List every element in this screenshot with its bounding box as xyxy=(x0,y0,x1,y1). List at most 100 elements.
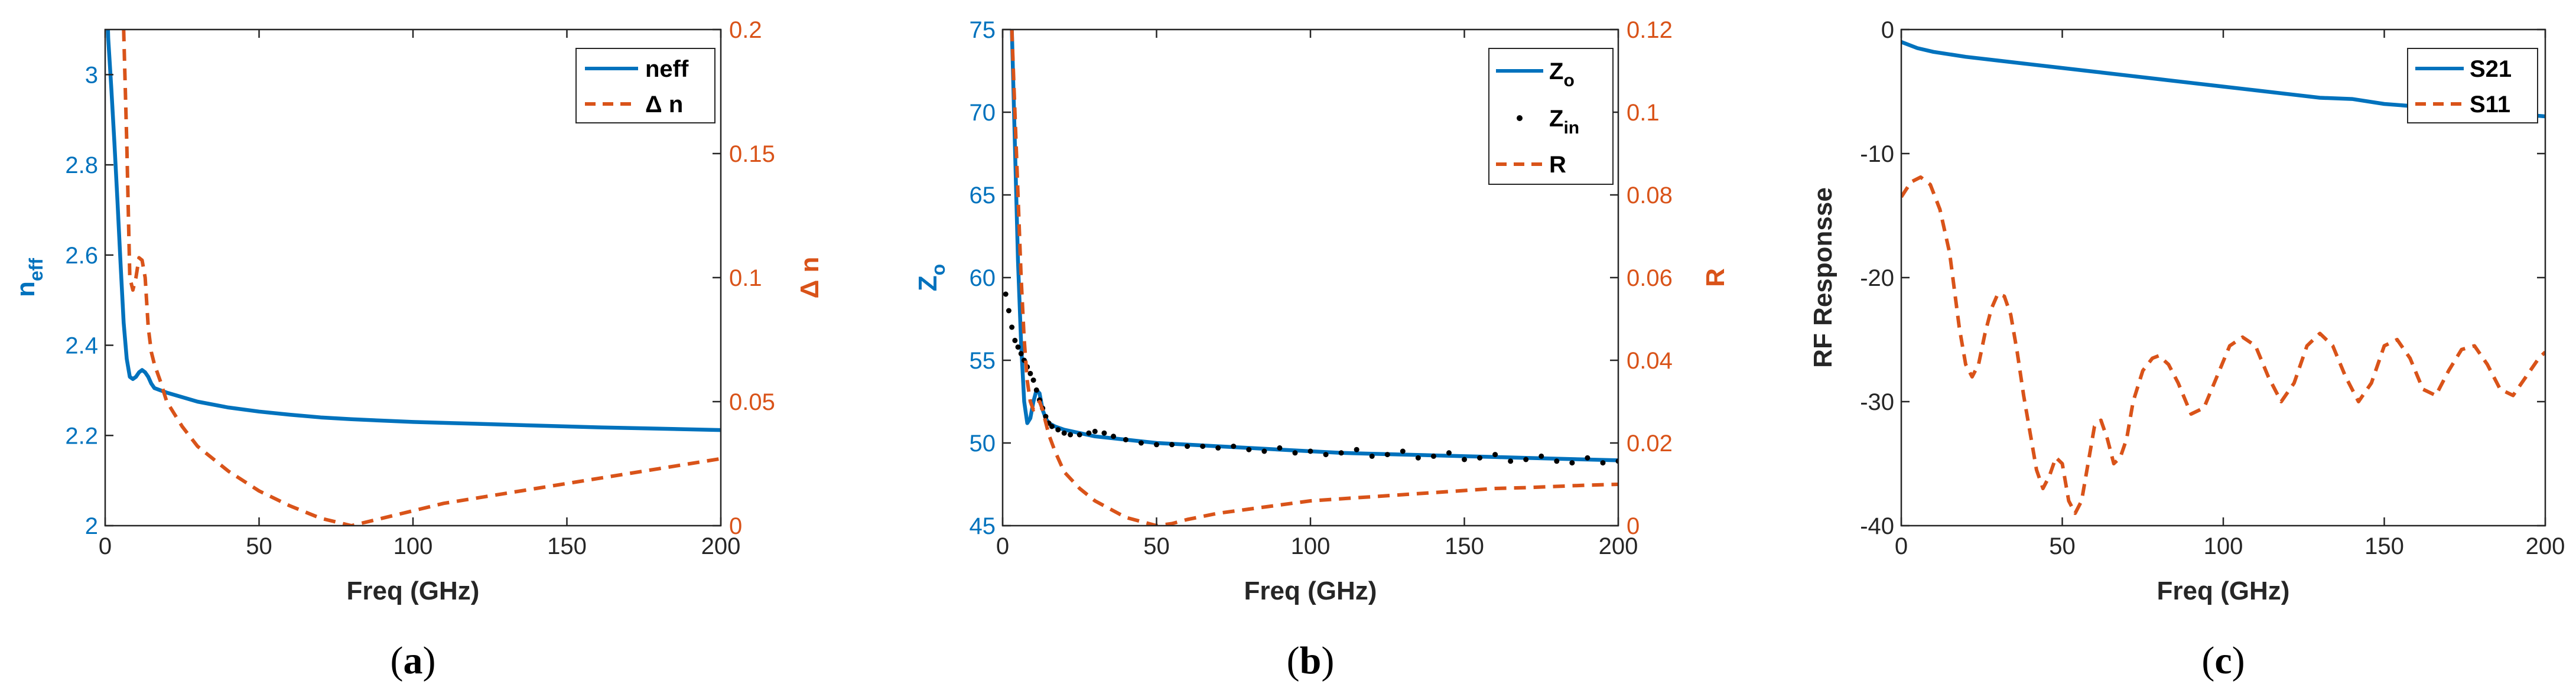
panel-b-series-2-point xyxy=(1477,455,1483,461)
panel-b-ytick-right-label: 0.08 xyxy=(1627,183,1673,208)
panel-b-ylabel-right: R xyxy=(1701,268,1730,287)
panel-b-caption: (b) xyxy=(1287,639,1335,682)
panel-b-caption-close: ) xyxy=(1321,639,1334,682)
panel-b-series-2-point xyxy=(1292,450,1298,456)
panel-c-legend: S21 S11 xyxy=(2407,48,2538,123)
panel-b-series-2-point xyxy=(1043,413,1049,419)
panel-a-ytick-left-label: 2.2 xyxy=(65,423,98,449)
panel-a-legend-label-1: neff xyxy=(645,56,689,82)
panel-b-series-2-point xyxy=(1076,432,1082,438)
panel-a-plot-area xyxy=(106,30,721,526)
panel-a-legend-label-2: Δ n xyxy=(645,92,683,118)
panel-b-ytick-left-label: 75 xyxy=(970,17,996,43)
panel-b-series-2-point xyxy=(1049,423,1055,429)
panel-b-legend-label-1: Zo xyxy=(1549,58,1575,90)
panel-b-series-2-point xyxy=(1307,448,1313,454)
panel-b-legend-box xyxy=(1488,48,1614,185)
panel-b-series-2-point xyxy=(1261,448,1267,454)
panel-b-xlabel: Freq (GHz) xyxy=(1244,576,1377,605)
panel-b-series-3-line xyxy=(1010,30,1618,526)
panel-b-ytick-right-label: 0.12 xyxy=(1627,17,1673,43)
panel-c-axes-box xyxy=(1900,28,2546,527)
panel-b-xtick-label: 150 xyxy=(1445,533,1484,559)
panel-a-legend-box xyxy=(575,48,715,123)
panel-b-ytick-left-label: 50 xyxy=(970,431,996,457)
panel-b-xtick-label: 0 xyxy=(996,533,1009,559)
panel-b-series-2-point xyxy=(1554,458,1560,464)
panel-b-series-1-line xyxy=(1010,30,1618,462)
panel-a-caption-open: ( xyxy=(391,639,404,682)
panel-a-series-2-line xyxy=(122,30,721,526)
panel-c-legend-box xyxy=(2407,48,2538,123)
panel-b-series-2-point xyxy=(1430,453,1436,459)
panel-a-ytick-right-label: 0.05 xyxy=(729,389,775,415)
panel-c-caption-open: ( xyxy=(2201,639,2214,682)
panel-c-legend-label-2: S11 xyxy=(2470,92,2510,118)
panel-b-series-2-point xyxy=(1369,453,1375,459)
panel-a-xtick-label: 100 xyxy=(393,533,433,559)
panel-b-ytick-right-label: 0.02 xyxy=(1627,431,1673,457)
panel-b-series-2-point xyxy=(1138,440,1144,446)
panel-a-axes-box xyxy=(104,28,722,527)
panel-c-xtick-label: 200 xyxy=(2526,533,2565,559)
panel-b-series-2-point xyxy=(1569,460,1575,466)
panel-b-xtick-label: 50 xyxy=(1143,533,1170,559)
panel-b-series-2-point xyxy=(1231,444,1237,449)
panel-b-legend-label-1-main: Z xyxy=(1549,58,1563,84)
panel-b-ticks: 0 50 100 150 200 45 50 55 60 65 70 75 0 0.02 0.04 0.06 0… xyxy=(970,17,1673,559)
panel-b-ytick-left-label: 70 xyxy=(970,100,996,126)
panel-b-series-2-point xyxy=(1006,308,1011,314)
panel-b-series-2-point xyxy=(1492,452,1498,458)
panel-b-series-2-point xyxy=(1585,455,1591,461)
panel-b-legend: Zo Zin R xyxy=(1488,48,1614,185)
panel-b-series-2-point xyxy=(1523,457,1529,462)
panel-b-ytick-right-label: 0.04 xyxy=(1627,348,1673,374)
panel-a-ytick-right-label: 0.15 xyxy=(729,141,775,167)
panel-b-series-2-point xyxy=(1462,457,1467,462)
panel-b: 0 50 100 150 200 45 50 55 60 65 70 75 0 0.02 0.04 0.06 0… xyxy=(913,17,1730,682)
panel-b-ytick-left-label: 65 xyxy=(970,183,996,208)
panel-a: 0 50 100 150 200 2 2.2 2.4 2.6 2.8 3 0 0.05 0.1 0.15 0.… xyxy=(11,17,824,682)
panel-b-series-2-point xyxy=(1185,444,1191,449)
panel-b-plot-area xyxy=(1003,30,1618,526)
panel-b-series-2-point xyxy=(1338,450,1344,456)
panel-c-ticks: 0 50 100 150 200 -40 -30 -20 -10 0 xyxy=(1860,17,2565,559)
panel-b-caption-letter: b xyxy=(1300,639,1322,682)
panel-b-series-2-point xyxy=(1003,291,1009,297)
panel-b-legend-swatch-2 xyxy=(1517,115,1523,121)
panel-b-series-2-point xyxy=(1027,370,1033,376)
panel-a-ytick-left-label: 2 xyxy=(85,513,98,539)
panel-a-ytick-right-label: 0.1 xyxy=(729,265,762,291)
panel-b-series-2-point xyxy=(1277,445,1283,451)
panel-c: 0 50 100 150 200 -40 -30 -20 -10 0 RF Responsse F… xyxy=(1809,17,2565,682)
panel-b-caption-open: ( xyxy=(1287,639,1300,682)
panel-b-series-2-point xyxy=(1055,427,1061,433)
panel-b-series-2-point xyxy=(1539,453,1544,459)
panel-b-xtick-label: 200 xyxy=(1599,533,1638,559)
panel-b-legend-label-3: R xyxy=(1549,152,1566,178)
panel-b-series-2-point xyxy=(1508,458,1514,464)
panel-b-series-2-point xyxy=(1123,436,1128,442)
panel-a-ylabel-right: Δ n xyxy=(795,257,824,299)
panel-b-series-2-point xyxy=(1033,387,1039,393)
panel-c-ytick-left-label: 0 xyxy=(1881,17,1894,43)
panel-a-xtick-label: 0 xyxy=(99,533,112,559)
panel-b-ylabel-left-sub: o xyxy=(928,264,949,276)
panel-c-xtick-label: 150 xyxy=(2364,533,2404,559)
panel-a-xtick-label: 150 xyxy=(547,533,587,559)
panel-b-series-2-point xyxy=(1030,377,1036,383)
panel-a-xtick-label: 200 xyxy=(701,533,741,559)
panel-a-caption-letter: a xyxy=(404,639,423,682)
panel-b-ytick-left-label: 55 xyxy=(970,348,996,374)
panel-c-ytick-left-label: -30 xyxy=(1860,389,1894,415)
panel-b-ytick-left-label: 60 xyxy=(970,265,996,291)
panel-c-xtick-label: 50 xyxy=(2049,533,2076,559)
panel-a-ytick-right-label: 0 xyxy=(729,513,742,539)
panel-a-ytick-left-label: 2.4 xyxy=(65,333,98,359)
panel-b-legend-label-1-sub: o xyxy=(1563,71,1574,90)
panel-b-xtick-label: 100 xyxy=(1291,533,1331,559)
panel-c-caption: (c) xyxy=(2201,639,2245,682)
panel-b-series-2-point xyxy=(1415,455,1421,461)
panel-b-series-2-point xyxy=(1384,452,1390,458)
panel-b-axes-box xyxy=(1001,28,1619,527)
